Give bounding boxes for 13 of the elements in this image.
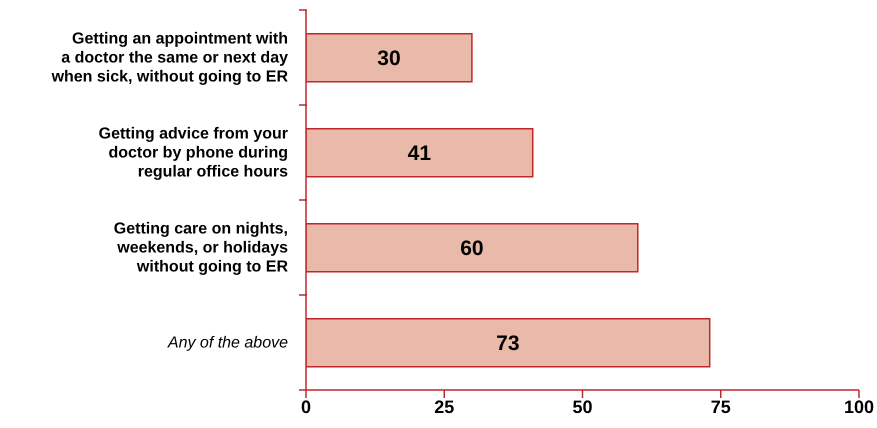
y-tick-label: Getting advice from your doctor by phone during regular office hours: [98, 125, 288, 180]
y-tick-label: Getting an appointment with a doctor the same or next day when sick, without going to ER: [50, 30, 288, 85]
data-label: 41: [408, 142, 432, 166]
x-tick-label: 0: [300, 396, 312, 417]
y-tick-label: Any of the above: [166, 334, 288, 351]
x-tick-label: 25: [434, 396, 454, 417]
x-tick-label: 100: [844, 396, 874, 417]
data-label: 60: [460, 237, 484, 260]
x-tick-label: 75: [710, 396, 731, 417]
y-tick-label: Getting care on nights, weekends, or holidays without going to ER: [114, 220, 288, 275]
data-label: 30: [377, 47, 401, 70]
data-label: 73: [496, 332, 520, 356]
x-tick-label: 50: [572, 396, 593, 417]
